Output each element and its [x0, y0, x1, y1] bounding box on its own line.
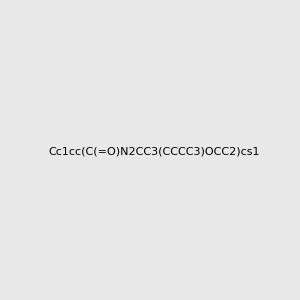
- Text: Cc1cc(C(=O)N2CC3(CCCC3)OCC2)cs1: Cc1cc(C(=O)N2CC3(CCCC3)OCC2)cs1: [48, 146, 260, 157]
